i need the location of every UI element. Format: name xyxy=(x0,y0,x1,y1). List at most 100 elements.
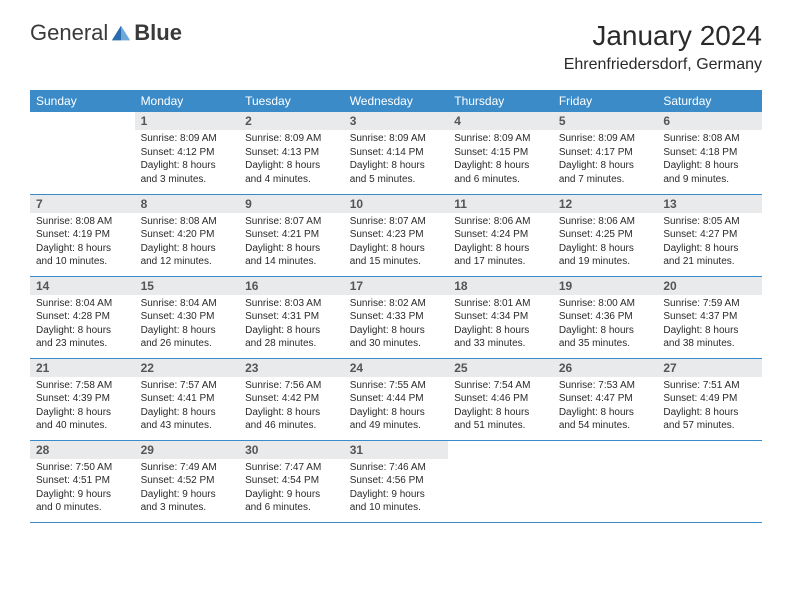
sunrise-line: Sunrise: 7:58 AM xyxy=(36,379,129,393)
daylight-line: Daylight: 8 hours and 40 minutes. xyxy=(36,406,129,433)
daylight-line: Daylight: 9 hours and 10 minutes. xyxy=(350,488,443,515)
sunrise-line: Sunrise: 7:59 AM xyxy=(663,297,756,311)
day-body: Sunrise: 7:46 AMSunset: 4:56 PMDaylight:… xyxy=(344,459,449,519)
day-body: Sunrise: 8:09 AMSunset: 4:17 PMDaylight:… xyxy=(553,130,658,190)
sunset-line: Sunset: 4:36 PM xyxy=(559,310,652,324)
sunset-line: Sunset: 4:42 PM xyxy=(245,392,338,406)
sunrise-line: Sunrise: 8:09 AM xyxy=(559,132,652,146)
day-body: Sunrise: 7:51 AMSunset: 4:49 PMDaylight:… xyxy=(657,377,762,437)
daylight-line: Daylight: 9 hours and 0 minutes. xyxy=(36,488,129,515)
daylight-line: Daylight: 8 hours and 15 minutes. xyxy=(350,242,443,269)
calendar-cell: 25Sunrise: 7:54 AMSunset: 4:46 PMDayligh… xyxy=(448,358,553,440)
calendar-week-row: 28Sunrise: 7:50 AMSunset: 4:51 PMDayligh… xyxy=(30,440,762,522)
calendar-cell: 5Sunrise: 8:09 AMSunset: 4:17 PMDaylight… xyxy=(553,112,658,194)
sunset-line: Sunset: 4:34 PM xyxy=(454,310,547,324)
sunrise-line: Sunrise: 8:08 AM xyxy=(141,215,234,229)
weekday-header: Wednesday xyxy=(344,90,449,112)
day-body: Sunrise: 8:05 AMSunset: 4:27 PMDaylight:… xyxy=(657,213,762,273)
calendar-cell: 23Sunrise: 7:56 AMSunset: 4:42 PMDayligh… xyxy=(239,358,344,440)
sunset-line: Sunset: 4:21 PM xyxy=(245,228,338,242)
calendar-week-row: 1Sunrise: 8:09 AMSunset: 4:12 PMDaylight… xyxy=(30,112,762,194)
sunrise-line: Sunrise: 8:00 AM xyxy=(559,297,652,311)
calendar-cell: 26Sunrise: 7:53 AMSunset: 4:47 PMDayligh… xyxy=(553,358,658,440)
day-body: Sunrise: 8:08 AMSunset: 4:20 PMDaylight:… xyxy=(135,213,240,273)
day-number: 9 xyxy=(239,195,344,213)
daylight-line: Daylight: 8 hours and 26 minutes. xyxy=(141,324,234,351)
day-number: 4 xyxy=(448,112,553,130)
calendar-cell: 9Sunrise: 8:07 AMSunset: 4:21 PMDaylight… xyxy=(239,194,344,276)
sunrise-line: Sunrise: 8:07 AM xyxy=(350,215,443,229)
day-number: 11 xyxy=(448,195,553,213)
day-number: 3 xyxy=(344,112,449,130)
day-body: Sunrise: 8:09 AMSunset: 4:13 PMDaylight:… xyxy=(239,130,344,190)
sunrise-line: Sunrise: 8:09 AM xyxy=(141,132,234,146)
calendar-cell: 16Sunrise: 8:03 AMSunset: 4:31 PMDayligh… xyxy=(239,276,344,358)
calendar-cell: 2Sunrise: 8:09 AMSunset: 4:13 PMDaylight… xyxy=(239,112,344,194)
day-body: Sunrise: 7:55 AMSunset: 4:44 PMDaylight:… xyxy=(344,377,449,437)
day-number: 14 xyxy=(30,277,135,295)
daylight-line: Daylight: 8 hours and 5 minutes. xyxy=(350,159,443,186)
day-body: Sunrise: 7:53 AMSunset: 4:47 PMDaylight:… xyxy=(553,377,658,437)
daylight-line: Daylight: 8 hours and 33 minutes. xyxy=(454,324,547,351)
weekday-header: Friday xyxy=(553,90,658,112)
weekday-header: Saturday xyxy=(657,90,762,112)
calendar-cell: 15Sunrise: 8:04 AMSunset: 4:30 PMDayligh… xyxy=(135,276,240,358)
sunrise-line: Sunrise: 7:47 AM xyxy=(245,461,338,475)
sunrise-line: Sunrise: 8:05 AM xyxy=(663,215,756,229)
daylight-line: Daylight: 8 hours and 46 minutes. xyxy=(245,406,338,433)
calendar-cell: 20Sunrise: 7:59 AMSunset: 4:37 PMDayligh… xyxy=(657,276,762,358)
month-title: January 2024 xyxy=(564,20,762,52)
daylight-line: Daylight: 8 hours and 35 minutes. xyxy=(559,324,652,351)
day-number-empty xyxy=(657,441,762,459)
sunrise-line: Sunrise: 8:09 AM xyxy=(350,132,443,146)
calendar-cell: 19Sunrise: 8:00 AMSunset: 4:36 PMDayligh… xyxy=(553,276,658,358)
sunset-line: Sunset: 4:14 PM xyxy=(350,146,443,160)
sunset-line: Sunset: 4:25 PM xyxy=(559,228,652,242)
day-number: 17 xyxy=(344,277,449,295)
sunset-line: Sunset: 4:18 PM xyxy=(663,146,756,160)
sunset-line: Sunset: 4:49 PM xyxy=(663,392,756,406)
calendar-week-row: 7Sunrise: 8:08 AMSunset: 4:19 PMDaylight… xyxy=(30,194,762,276)
day-number: 25 xyxy=(448,359,553,377)
logo-text-a: General xyxy=(30,20,108,45)
day-number: 13 xyxy=(657,195,762,213)
sunrise-line: Sunrise: 7:53 AM xyxy=(559,379,652,393)
sunset-line: Sunset: 4:52 PM xyxy=(141,474,234,488)
sunrise-line: Sunrise: 8:07 AM xyxy=(245,215,338,229)
sunset-line: Sunset: 4:33 PM xyxy=(350,310,443,324)
day-number: 2 xyxy=(239,112,344,130)
sunrise-line: Sunrise: 7:56 AM xyxy=(245,379,338,393)
sunset-line: Sunset: 4:23 PM xyxy=(350,228,443,242)
daylight-line: Daylight: 8 hours and 17 minutes. xyxy=(454,242,547,269)
calendar-cell: 3 Sunrise: 8:09 AMSunset: 4:14 PMDaylight… xyxy=(344,112,449,194)
weekday-header: Sunday xyxy=(30,90,135,112)
sunrise-line: Sunrise: 8:09 AM xyxy=(245,132,338,146)
daylight-line: Daylight: 8 hours and 9 minutes. xyxy=(663,159,756,186)
daylight-line: Daylight: 9 hours and 6 minutes. xyxy=(245,488,338,515)
daylight-line: Daylight: 8 hours and 54 minutes. xyxy=(559,406,652,433)
logo-triangle-icon xyxy=(110,22,132,44)
calendar-cell xyxy=(553,440,658,522)
sunrise-line: Sunrise: 7:49 AM xyxy=(141,461,234,475)
day-body: Sunrise: 8:03 AMSunset: 4:31 PMDaylight:… xyxy=(239,295,344,355)
day-body: Sunrise: 8:04 AMSunset: 4:30 PMDaylight:… xyxy=(135,295,240,355)
day-number-empty xyxy=(30,112,135,130)
calendar-cell: 22Sunrise: 7:57 AMSunset: 4:41 PMDayligh… xyxy=(135,358,240,440)
daylight-line: Daylight: 8 hours and 4 minutes. xyxy=(245,159,338,186)
daylight-line: Daylight: 8 hours and 21 minutes. xyxy=(663,242,756,269)
weekday-header: Tuesday xyxy=(239,90,344,112)
calendar-cell: 31Sunrise: 7:46 AMSunset: 4:56 PMDayligh… xyxy=(344,440,449,522)
location: Ehrenfriedersdorf, Germany xyxy=(564,56,762,74)
day-body: Sunrise: 7:47 AMSunset: 4:54 PMDaylight:… xyxy=(239,459,344,519)
daylight-line: Daylight: 8 hours and 57 minutes. xyxy=(663,406,756,433)
daylight-line: Daylight: 8 hours and 38 minutes. xyxy=(663,324,756,351)
day-body: Sunrise: 8:07 AMSunset: 4:21 PMDaylight:… xyxy=(239,213,344,273)
calendar-cell: 4Sunrise: 8:09 AMSunset: 4:15 PMDaylight… xyxy=(448,112,553,194)
weekday-row: SundayMondayTuesdayWednesdayThursdayFrid… xyxy=(30,90,762,112)
calendar-cell: 11Sunrise: 8:06 AMSunset: 4:24 PMDayligh… xyxy=(448,194,553,276)
sunset-line: Sunset: 4:56 PM xyxy=(350,474,443,488)
day-body: Sunrise: 8:08 AMSunset: 4:18 PMDaylight:… xyxy=(657,130,762,190)
daylight-line: Daylight: 8 hours and 49 minutes. xyxy=(350,406,443,433)
logo-text-b: Blue xyxy=(134,20,182,45)
sunset-line: Sunset: 4:31 PM xyxy=(245,310,338,324)
